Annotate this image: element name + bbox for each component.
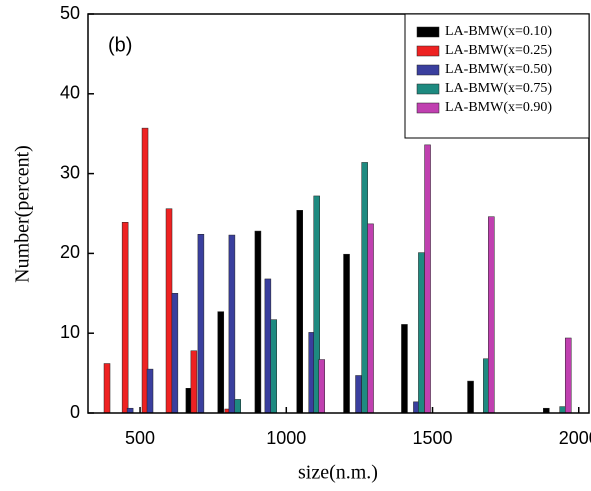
- legend-swatch: [416, 26, 440, 38]
- bar: [296, 210, 303, 414]
- bar: [564, 337, 572, 414]
- legend-label: LA-BMW(x=0.75): [445, 81, 552, 96]
- x-tick-label: 1000: [266, 428, 306, 448]
- legend-label: LA-BMW(x=0.90): [445, 100, 552, 115]
- bar: [367, 223, 374, 414]
- bar: [488, 216, 495, 414]
- bar: [217, 311, 225, 414]
- x-tick-label: 1500: [413, 428, 453, 448]
- x-tick-label: 2000: [559, 428, 591, 448]
- bar: [467, 380, 474, 414]
- bar: [234, 399, 241, 414]
- bar: [355, 375, 362, 414]
- bar: [343, 253, 350, 414]
- y-tick-label: 30: [60, 162, 80, 182]
- bar: [361, 162, 368, 414]
- bar: [424, 144, 431, 414]
- legend-swatch: [416, 64, 440, 76]
- legend-label: LA-BMW(x=0.50): [445, 62, 552, 77]
- bar: [228, 234, 236, 414]
- bar: [103, 363, 111, 414]
- plot-frame: [87, 13, 590, 414]
- bar: [418, 252, 425, 414]
- bar: [270, 319, 277, 414]
- legend-swatch: [416, 102, 440, 114]
- bar: [190, 350, 198, 414]
- bar: [171, 293, 179, 414]
- y-tick-label: 10: [60, 322, 80, 342]
- panel-label: (b): [108, 34, 132, 56]
- bar: [559, 406, 566, 414]
- bar: [264, 278, 272, 414]
- bar: [254, 230, 262, 414]
- bar: [318, 359, 325, 414]
- bar: [146, 368, 154, 414]
- y-tick-label: 50: [60, 3, 80, 23]
- y-tick-label: 40: [60, 83, 80, 103]
- x-axis-label: size(n.m.): [298, 462, 378, 484]
- y-tick-label: 0: [70, 402, 80, 422]
- legend-swatch: [416, 83, 440, 95]
- y-axis-label: Number(percent): [12, 145, 34, 283]
- legend-label: LA-BMW(x=0.10): [445, 24, 552, 39]
- legend-label: LA-BMW(x=0.25): [445, 43, 552, 58]
- y-tick-label: 20: [60, 242, 80, 262]
- x-tick-label: 500: [125, 428, 155, 448]
- bar: [197, 233, 205, 414]
- legend-swatch: [416, 45, 440, 57]
- bar: [121, 222, 129, 414]
- bar: [165, 208, 173, 414]
- bar: [401, 324, 408, 414]
